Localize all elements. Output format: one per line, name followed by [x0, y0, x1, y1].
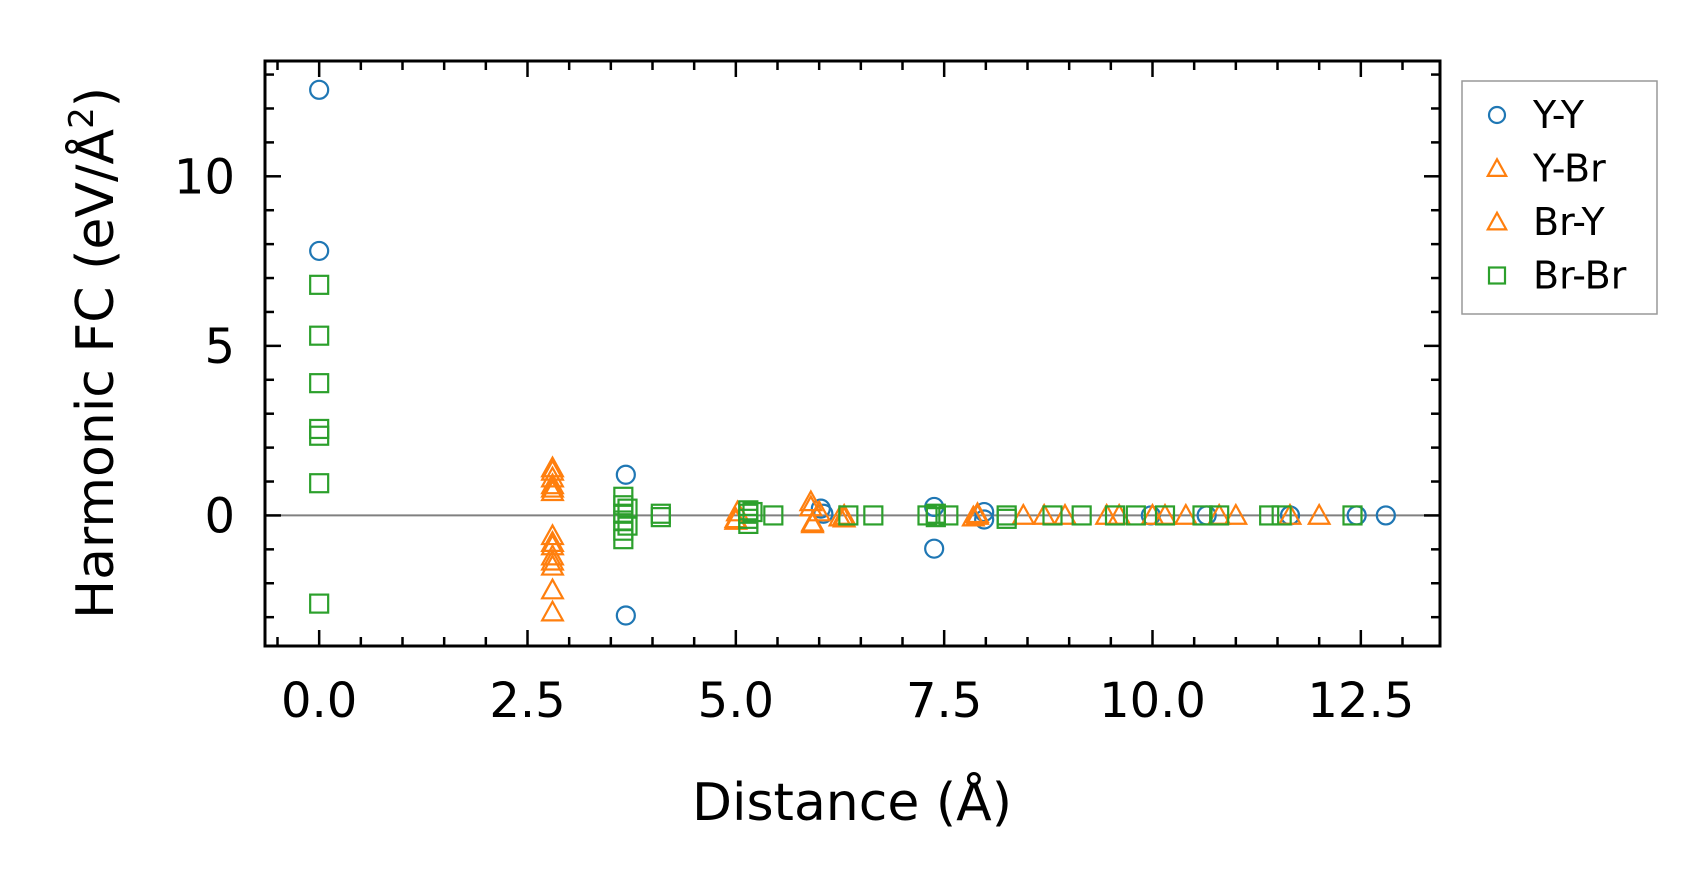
legend-label: Y-Y	[1532, 93, 1585, 137]
ticks-layer	[265, 61, 1440, 646]
data-point	[863, 505, 884, 526]
data-point	[1140, 502, 1165, 525]
data-point	[540, 543, 565, 566]
data-points-layer	[309, 79, 1396, 626]
x-tick-label: 12.5	[1307, 673, 1414, 729]
x-tick-label: 5.0	[698, 673, 774, 729]
data-point	[615, 464, 636, 485]
data-point	[309, 325, 330, 346]
data-point	[540, 577, 565, 600]
y-axis-label-main: Harmonic FC (eV/Å	[64, 128, 126, 619]
legend-marker	[1485, 157, 1509, 177]
x-tick-label: 2.5	[489, 673, 565, 729]
data-point	[806, 499, 832, 522]
data-point	[1173, 502, 1199, 525]
data-point	[540, 479, 565, 502]
data-point	[540, 465, 565, 488]
data-point	[1223, 502, 1249, 525]
data-point	[309, 274, 330, 295]
data-point	[800, 511, 825, 534]
legend-item-br-y: Br-Y	[1485, 200, 1605, 244]
data-point	[309, 79, 330, 100]
legend-box	[1461, 80, 1658, 315]
data-point	[540, 553, 565, 576]
legend-marker	[1487, 105, 1507, 125]
data-point	[1154, 505, 1176, 526]
data-point	[615, 605, 636, 626]
data-point	[1071, 505, 1092, 526]
y-axis-label-superscript: 2	[62, 107, 102, 129]
data-point	[798, 489, 824, 512]
data-point	[1306, 502, 1332, 525]
x-tick-label: 0.0	[281, 673, 357, 729]
data-point	[1375, 505, 1396, 526]
series-y-y	[309, 79, 1396, 626]
data-point	[763, 505, 784, 526]
x-axis-label: Distance (Å)	[692, 771, 1012, 833]
data-point	[1042, 505, 1063, 526]
data-point	[309, 373, 330, 394]
data-point	[309, 425, 330, 446]
data-point	[924, 538, 945, 559]
legend-item-br-br: Br-Br	[1487, 254, 1627, 298]
plot-area-frame	[263, 59, 1442, 648]
data-point	[309, 473, 330, 494]
y-tick-label: 10	[174, 149, 235, 205]
data-point	[309, 240, 330, 262]
data-point	[1259, 505, 1280, 526]
data-point	[617, 515, 638, 536]
data-point	[1011, 502, 1036, 525]
data-point	[1052, 502, 1078, 525]
y-tick-label: 5	[204, 319, 235, 375]
data-point	[1209, 505, 1230, 526]
y-tick-label: 0	[204, 488, 235, 544]
x-tick-label: 10.0	[1099, 673, 1206, 729]
legend-label: Br-Y	[1533, 200, 1605, 244]
y-axis-label-close: )	[66, 87, 126, 107]
data-point	[1342, 505, 1363, 526]
data-point	[965, 502, 990, 525]
data-point	[723, 506, 749, 529]
data-point	[1125, 505, 1146, 526]
legend-item-y-y: Y-Y	[1487, 93, 1585, 137]
data-point	[540, 472, 565, 495]
data-point	[309, 418, 330, 440]
data-point	[742, 501, 763, 523]
data-point	[1271, 505, 1292, 526]
data-point	[838, 505, 859, 526]
y-axis-label: Harmonic FC (eV/Å2)	[62, 87, 126, 619]
data-point	[613, 529, 634, 550]
legend-marker	[1485, 210, 1509, 231]
data-point	[925, 507, 946, 528]
legend-items: Y-Y Y-Br Br-Y Br-Br	[1485, 93, 1627, 298]
data-point	[938, 505, 959, 526]
data-point	[540, 599, 565, 622]
legend-item-y-br: Y-Br	[1485, 147, 1606, 191]
data-point	[540, 475, 565, 498]
data-point	[650, 507, 671, 528]
data-point	[1104, 505, 1126, 526]
legend-marker	[1487, 266, 1507, 285]
data-point	[1192, 505, 1213, 526]
legend-label: Br-Br	[1533, 254, 1627, 298]
data-point	[309, 593, 330, 614]
data-point	[996, 508, 1017, 529]
data-point	[974, 509, 995, 530]
legend-label: Y-Br	[1532, 147, 1606, 191]
series-br-br	[309, 274, 1363, 614]
legend: Y-Y Y-Br Br-Y Br-Br	[1461, 80, 1658, 315]
data-point	[961, 504, 986, 527]
data-point	[738, 513, 759, 535]
x-tick-label: 7.5	[906, 673, 982, 729]
data-point	[540, 548, 565, 571]
tick-labels-layer: 0.0 2.5 5.0 7.5 10.0 12.5 0 5 10	[174, 149, 1414, 729]
